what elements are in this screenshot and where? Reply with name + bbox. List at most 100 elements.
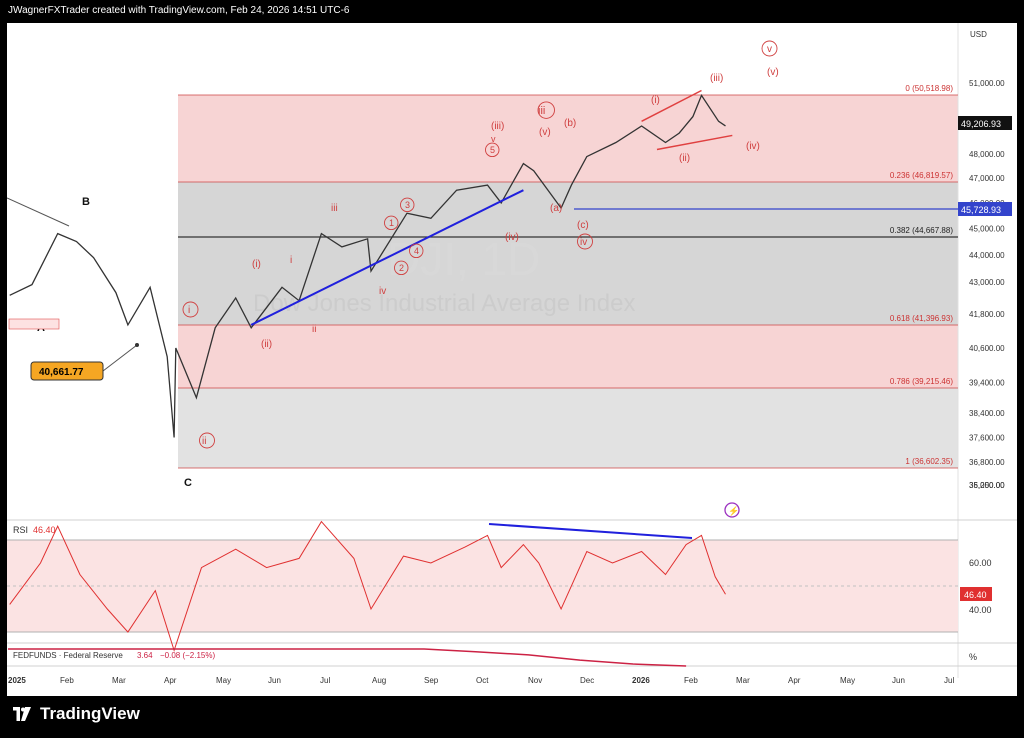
time-tick-label: Nov <box>528 676 542 685</box>
time-tick-label: Jun <box>268 676 281 685</box>
rsi-series <box>9 520 726 653</box>
wave-label[interactable]: 1 <box>389 218 394 228</box>
price-axis-ticks: 51,000.0048,000.0047,000.0046,000.0045,0… <box>969 79 1005 490</box>
time-tick-label: Jul <box>320 676 330 685</box>
rsi-tick-60: 60.00 <box>969 558 992 568</box>
callout-anchor-dot <box>135 343 139 347</box>
a-label-box <box>8 318 60 330</box>
rsi-divergence-line[interactable] <box>488 523 693 539</box>
wave-label[interactable]: i <box>290 255 292 266</box>
callout-box[interactable] <box>30 361 104 381</box>
fedfunds-unit: % <box>969 652 977 662</box>
time-tick-label: Sep <box>424 676 439 685</box>
price-tick-label: 37,600.00 <box>969 433 1005 442</box>
wave-label-circle <box>182 301 199 318</box>
rsi-value-badge <box>960 587 992 601</box>
wave-label[interactable]: (i) <box>252 259 261 270</box>
wave-label[interactable]: iv <box>379 286 386 297</box>
blue-trendline[interactable] <box>250 189 524 326</box>
wave-label[interactable]: v <box>767 44 772 55</box>
fib-zone-0-0236 <box>178 95 958 182</box>
time-tick-label: Oct <box>476 676 489 685</box>
price-tick-label: 41,800.00 <box>969 310 1005 319</box>
chart-title-watermark: Dow Jones Industrial Average Index <box>253 290 635 317</box>
wave-label[interactable]: (a) <box>550 203 562 214</box>
price-series <box>9 94 726 438</box>
time-tick-label: Aug <box>372 676 386 685</box>
wave-label[interactable]: (iv) <box>746 141 760 152</box>
wave-label[interactable]: (v) <box>539 127 551 138</box>
brand-name: TradingView <box>40 704 140 723</box>
time-tick-label: 2025 <box>8 676 26 685</box>
fib-level-label: 0.236 (46,819.57) <box>890 171 953 180</box>
price-tick-label: 47,000.00 <box>969 174 1005 183</box>
wave-label[interactable]: (b) <box>564 118 576 129</box>
wave-label-circle <box>485 142 500 158</box>
wave-label[interactable]: iii <box>331 203 338 214</box>
horizontal-level-label: 45,728.93 <box>961 205 1001 215</box>
triangle-upper-line[interactable] <box>641 89 702 122</box>
last-price-label: 49,206.93 <box>961 119 1001 129</box>
fedfunds-value: 3.64 <box>137 651 153 660</box>
price-tick-label: 39,400.00 <box>969 379 1005 388</box>
fib-level-label: 0.382 (44,667.88) <box>890 226 953 235</box>
fedfunds-change: −0.08 (−2.15%) <box>160 651 215 660</box>
wave-label[interactable]: iv <box>580 237 587 248</box>
chart-frame[interactable]: DJI, 1D Dow Jones Industrial Average Ind… <box>7 23 1017 696</box>
wave-label[interactable]: (ii) <box>261 339 272 350</box>
time-tick-label: May <box>216 676 231 685</box>
wave-label[interactable]: ii <box>202 436 206 447</box>
wave-label[interactable]: 3 <box>405 200 410 210</box>
wave-label-circle <box>394 260 409 276</box>
fib-labels: 0 (50,518.98) 0.236 (46,819.57) 0.382 (44,… <box>178 84 958 469</box>
fib-zone-0382-0618 <box>178 237 958 325</box>
price-tick-label: 36,800.00 <box>969 458 1005 467</box>
time-tick-label: Apr <box>788 676 801 685</box>
fib-level-label: 0.618 (41,396.93) <box>890 314 953 323</box>
triangle-lower-line[interactable] <box>656 134 733 151</box>
rsi-value-badge-label: 46.40 <box>964 590 987 600</box>
event-icon[interactable] <box>724 502 740 518</box>
wave-label[interactable]: (ii) <box>679 153 690 164</box>
wave-label[interactable]: (i) <box>651 95 660 106</box>
wave-label[interactable]: B <box>82 196 90 208</box>
tradingview-branding[interactable]: TradingView <box>10 704 140 724</box>
time-tick-label: Jun <box>892 676 905 685</box>
price-tick-label: 51,000.00 <box>969 79 1005 88</box>
wave-label[interactable]: iii <box>538 105 545 117</box>
rsi-value: 46.40 <box>33 525 56 535</box>
wave-label-circle <box>199 432 215 449</box>
wave-label[interactable]: 4 <box>414 246 419 256</box>
wave-labels: ABCiii(i)(ii)iiiiiiiv12345(iii)v(iv)(a)(… <box>37 40 779 489</box>
event-bolt-icon: ⚡ <box>728 505 739 517</box>
wave-label[interactable]: v <box>491 134 496 144</box>
wave-label[interactable]: C <box>184 477 192 489</box>
wave-label[interactable]: ii <box>312 324 316 335</box>
wave-label[interactable]: 2 <box>399 263 404 273</box>
wave-label[interactable]: (v) <box>767 67 779 78</box>
wave-label[interactable]: (iii) <box>491 121 504 132</box>
wave-label[interactable]: (c) <box>577 220 589 231</box>
fib-level-label: 1 (36,602.35) <box>905 457 953 466</box>
callout-connector <box>102 344 138 372</box>
callout-value: 40,661.77 <box>39 367 84 378</box>
time-tick-label: May <box>840 676 855 685</box>
time-tick-label: Feb <box>60 676 74 685</box>
time-tick-label: Feb <box>684 676 698 685</box>
wave-label[interactable]: (iv) <box>505 232 519 243</box>
chart-svg[interactable]: DJI, 1D Dow Jones Industrial Average Ind… <box>7 23 1017 696</box>
wave-label[interactable]: 5 <box>490 145 495 155</box>
wave-label[interactable]: i <box>188 305 190 316</box>
rsi-tick-40: 40.00 <box>969 605 992 615</box>
wave-label[interactable]: (iii) <box>710 73 723 84</box>
time-tick-label: Dec <box>580 676 594 685</box>
price-tick-label: 44,000.00 <box>969 251 1005 260</box>
price-tick-label: 48,000.00 <box>969 150 1005 159</box>
trend-lines <box>250 89 733 326</box>
fib-level-label: 0.786 (39,215.46) <box>890 377 953 386</box>
time-tick-label: Jul <box>944 676 954 685</box>
wave-label-circle <box>409 243 424 259</box>
rsi-title: RSI <box>13 525 28 535</box>
time-tick-label: Apr <box>164 676 177 685</box>
price-tick-label: 38,400.00 <box>969 409 1005 418</box>
